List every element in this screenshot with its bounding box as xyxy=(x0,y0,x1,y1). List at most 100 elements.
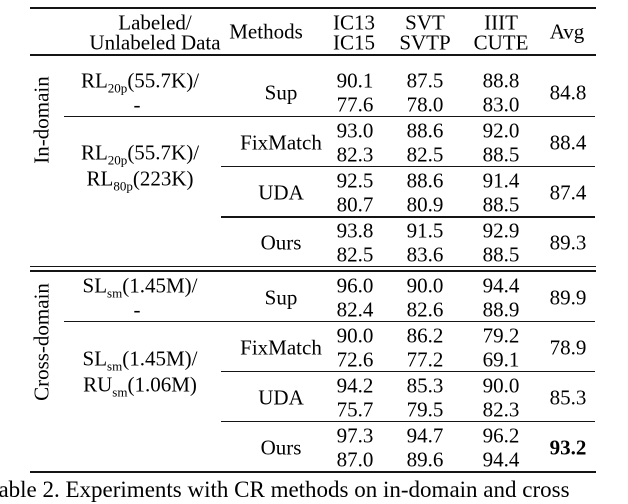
header-svt: SVT xyxy=(405,10,445,35)
header-ic15: IC15 xyxy=(333,30,375,55)
cell-iiit: 79.2 xyxy=(482,323,520,348)
cell-cute: 69.1 xyxy=(482,347,520,372)
data-label-base: RU xyxy=(83,372,113,397)
cell-svtp: 82.5 xyxy=(406,142,444,167)
method-name: UDA xyxy=(258,385,304,410)
cell-iiit: 96.2 xyxy=(482,423,520,448)
data-label-rest: (55.7K)/ xyxy=(127,140,200,165)
table-caption: Table 2. Experiments with CR methods on … xyxy=(0,477,570,502)
cell-ic15: 75.7 xyxy=(336,397,374,422)
crossdomain-cr-data-label-line2: RUsm(1.06M) xyxy=(83,372,197,399)
crossdomain-uda-rule xyxy=(221,420,595,423)
cell-cute: 83.0 xyxy=(482,92,520,117)
cell-svt: 88.6 xyxy=(406,118,444,143)
cell-avg-best: 93.2 xyxy=(549,435,587,460)
header-cute: CUTE xyxy=(473,30,529,55)
cell-avg: 89.3 xyxy=(549,230,587,255)
crossdomain-sup-data-label: SLsm(1.45M)/ xyxy=(82,273,198,300)
indomain-uda-rule xyxy=(221,216,595,218)
header-bottom-rule xyxy=(30,53,596,56)
cell-ic13: 93.8 xyxy=(336,218,374,243)
cell-iiit: 92.9 xyxy=(482,218,520,243)
cell-svtp: 78.0 xyxy=(406,92,444,117)
cell-avg: 85.3 xyxy=(549,385,587,410)
cell-iiit: 90.0 xyxy=(482,373,520,398)
cell-iiit: 91.4 xyxy=(482,168,520,193)
cell-ic15: 87.0 xyxy=(336,447,374,472)
crossdomain-fixmatch-rule xyxy=(221,370,595,373)
header-iiit: IIIT xyxy=(484,10,518,35)
cell-ic13: 93.0 xyxy=(336,118,374,143)
data-label-base: RL xyxy=(80,140,108,165)
crossdomain-cr-data-label-line1: SLsm(1.45M)/ xyxy=(82,346,198,373)
data-label-rest: (1.45M)/ xyxy=(122,346,198,371)
cell-svt: 87.5 xyxy=(406,68,444,93)
crossdomain-sup-data-label-line2: - xyxy=(133,297,141,322)
cell-ic13: 92.5 xyxy=(336,168,374,193)
data-label-sub: sm xyxy=(107,358,123,374)
indomain-section-label: In-domain xyxy=(29,76,54,164)
cell-svtp: 83.6 xyxy=(406,242,444,267)
cell-avg: 84.8 xyxy=(549,80,587,105)
header-methods: Methods xyxy=(229,19,303,44)
data-label-sub: 20p xyxy=(107,80,128,96)
header-labeled-line1: Labeled/ xyxy=(118,10,192,35)
cell-avg: 89.9 xyxy=(549,285,587,310)
cell-avg: 78.9 xyxy=(549,335,587,360)
method-name: Sup xyxy=(264,80,298,105)
cell-cute: 94.4 xyxy=(482,447,520,472)
method-name: Ours xyxy=(260,230,302,255)
cell-ic15: 82.4 xyxy=(336,297,374,322)
cell-cute: 82.3 xyxy=(482,397,520,422)
data-label-base: SL xyxy=(82,346,108,371)
cell-cute: 88.9 xyxy=(482,297,520,322)
data-label-base: RL xyxy=(80,68,108,93)
cell-svt: 91.5 xyxy=(406,218,444,243)
cell-ic15: 72.6 xyxy=(336,347,374,372)
cell-avg: 87.4 xyxy=(549,180,587,205)
indomain-cr-data-label-line1: RL20p(55.7K)/ xyxy=(80,140,200,167)
method-name: FixMatch xyxy=(240,130,322,155)
cell-cute: 88.5 xyxy=(482,242,520,267)
data-label-rest: (55.7K)/ xyxy=(127,68,200,93)
section-divider-rule-upper xyxy=(30,265,596,268)
header-avg: Avg xyxy=(549,19,585,44)
cell-cute: 88.5 xyxy=(482,192,520,217)
header-svtp: SVTP xyxy=(399,30,451,55)
data-label-sub: 20p xyxy=(107,152,128,168)
cell-svt: 88.6 xyxy=(406,168,444,193)
cell-ic13: 97.3 xyxy=(336,423,374,448)
cell-ic15: 82.3 xyxy=(336,142,374,167)
data-label-sub: sm xyxy=(107,285,123,301)
data-label-rest: (223K) xyxy=(132,166,194,191)
data-label-base: SL xyxy=(82,273,108,298)
cell-ic15: 80.7 xyxy=(336,192,374,217)
cell-svtp: 82.6 xyxy=(406,297,444,322)
cell-svtp: 89.6 xyxy=(406,447,444,472)
cell-iiit: 92.0 xyxy=(482,118,520,143)
section-divider-rule-lower xyxy=(30,270,596,272)
indomain-fixmatch-rule xyxy=(221,165,595,168)
cell-iiit: 94.4 xyxy=(482,273,520,298)
cell-svtp: 77.2 xyxy=(406,347,444,372)
crossdomain-sup-rule xyxy=(64,320,595,323)
cell-svt: 85.3 xyxy=(406,373,444,398)
indomain-sup-data-label: RL20p(55.7K)/ xyxy=(80,68,200,95)
cell-cute: 88.5 xyxy=(482,142,520,167)
table-bottom-rule xyxy=(30,470,596,473)
cell-ic15: 77.6 xyxy=(336,92,374,117)
header-labeled-line2: Unlabeled Data xyxy=(89,30,221,55)
indomain-sup-data-label-line2: - xyxy=(133,92,141,117)
table-top-rule xyxy=(30,6,596,9)
header-ic13: IC13 xyxy=(333,10,375,35)
method-name: FixMatch xyxy=(240,335,322,360)
cell-ic13: 94.2 xyxy=(336,373,374,398)
cell-iiit: 88.8 xyxy=(482,68,520,93)
cell-ic13: 90.1 xyxy=(336,68,374,93)
method-name: UDA xyxy=(258,180,304,205)
data-label-base: RL xyxy=(86,166,114,191)
data-label-rest: (1.06M) xyxy=(127,372,197,397)
cell-svt: 94.7 xyxy=(406,423,444,448)
indomain-cr-data-label-line2: RL80p(223K) xyxy=(86,166,194,193)
